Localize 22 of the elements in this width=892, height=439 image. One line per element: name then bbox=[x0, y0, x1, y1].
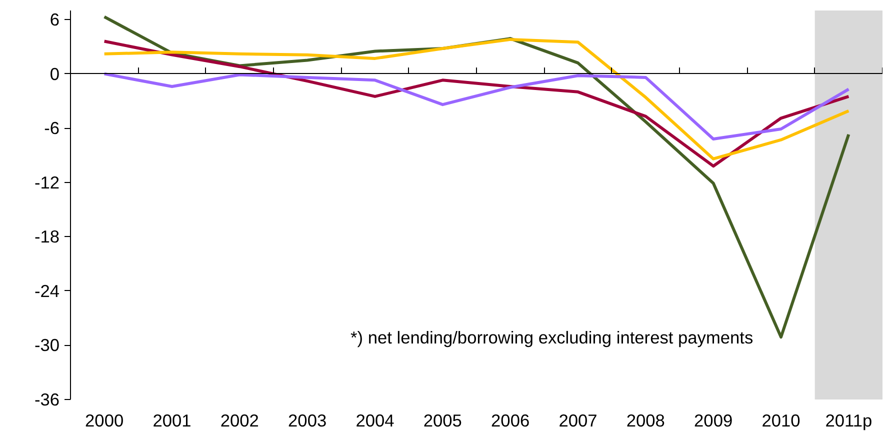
y-tick-label: -6 bbox=[44, 118, 60, 138]
x-tick-label: 2002 bbox=[220, 410, 259, 430]
y-tick-label: -24 bbox=[34, 280, 60, 301]
annotation: *) net lending/borrowing excluding interest payments bbox=[350, 328, 754, 348]
x-tick-label: 2010 bbox=[762, 410, 800, 430]
x-tick-label: 2006 bbox=[491, 410, 530, 430]
x-tick-label: 2005 bbox=[423, 410, 462, 430]
y-tick-label: 6 bbox=[50, 10, 60, 30]
x-tick-label: 2004 bbox=[356, 410, 395, 430]
y-tick-label: 0 bbox=[50, 64, 60, 84]
line-series bbox=[102, 72, 850, 140]
x-tick-label: 2011p bbox=[825, 410, 872, 430]
y-tick-label: -12 bbox=[34, 172, 60, 192]
y-tick-label: -36 bbox=[34, 390, 60, 410]
x-tick-label: 2009 bbox=[694, 410, 733, 430]
x-tick-label: 2000 bbox=[85, 410, 124, 430]
x-tick-label: 2001 bbox=[152, 410, 192, 430]
x-tick-label: 2007 bbox=[558, 410, 598, 430]
x-tick-label: 2003 bbox=[288, 410, 327, 430]
y-tick-label: -30 bbox=[34, 335, 60, 356]
x-tick-label: 2008 bbox=[626, 410, 665, 430]
y-tick-label: -18 bbox=[34, 226, 60, 247]
